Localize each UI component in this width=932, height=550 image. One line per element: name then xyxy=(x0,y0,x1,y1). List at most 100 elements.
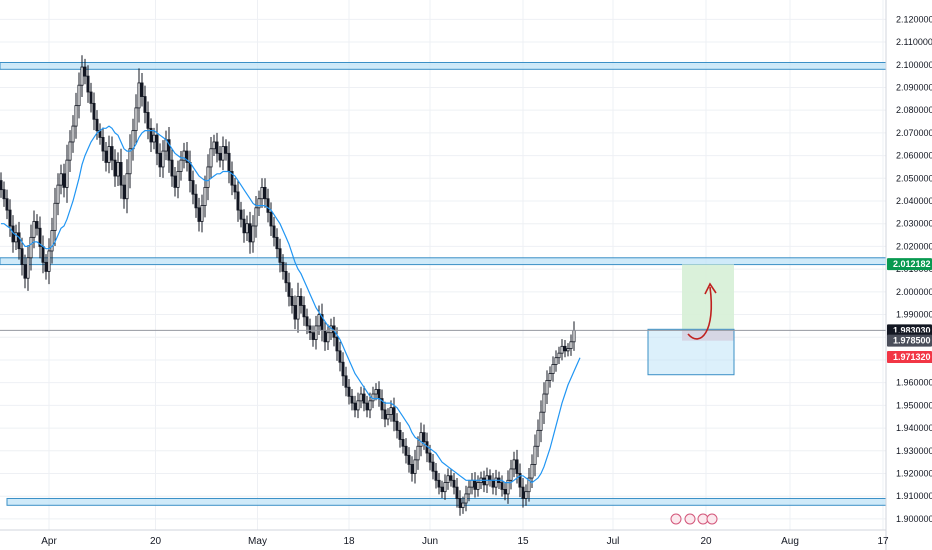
candle-body xyxy=(524,491,528,499)
position-box[interactable] xyxy=(647,264,735,376)
candle-body xyxy=(119,162,123,186)
candle-body xyxy=(419,432,423,447)
event-marker[interactable] xyxy=(684,513,696,525)
target-area[interactable] xyxy=(682,264,734,330)
candle-body xyxy=(563,345,567,352)
candle-body xyxy=(122,184,126,200)
candle-body xyxy=(215,141,219,154)
candle-body xyxy=(386,414,390,420)
candle-body xyxy=(458,498,462,508)
candle-body xyxy=(14,232,18,243)
candle-body xyxy=(530,464,534,479)
time-tick-label: Aug xyxy=(781,536,799,547)
candle-body xyxy=(203,186,207,206)
candle-body xyxy=(317,314,321,327)
zone-rect[interactable] xyxy=(0,257,887,266)
time-tick-label: Jun xyxy=(422,536,438,547)
candle-body xyxy=(380,398,384,411)
up-arrow-annotation xyxy=(687,282,717,340)
candle-body xyxy=(173,175,177,188)
candle-body xyxy=(449,475,453,481)
candle-body xyxy=(107,146,111,163)
candle-body xyxy=(335,336,339,352)
candle-body xyxy=(443,482,447,493)
candle-body xyxy=(503,488,507,495)
candle-body xyxy=(326,332,330,343)
price-tag: 2.012182 xyxy=(887,258,932,271)
price-tick-label: 1.990000 xyxy=(896,310,932,320)
candle-body xyxy=(0,180,3,191)
zone-rect[interactable] xyxy=(0,61,887,70)
price-tag-label: 1.971320 xyxy=(893,352,931,362)
candle-body xyxy=(137,82,141,109)
candle-body xyxy=(545,380,549,395)
candles xyxy=(0,55,576,516)
candle-body xyxy=(323,330,327,343)
price-tick-label: 1.940000 xyxy=(896,423,932,433)
candle-body xyxy=(89,91,93,104)
candle-body xyxy=(500,482,504,490)
price-tick-label: 1.920000 xyxy=(896,469,932,479)
candle-body xyxy=(209,148,213,168)
candle-body xyxy=(275,236,279,250)
candle-body xyxy=(23,264,27,279)
candle-body xyxy=(197,207,201,222)
candle-body xyxy=(533,445,537,465)
candle-body xyxy=(218,152,222,161)
candle-body xyxy=(521,486,525,499)
candle-body xyxy=(80,66,84,86)
candle-body xyxy=(476,482,480,490)
candle-body xyxy=(131,130,135,150)
candle-body xyxy=(539,411,543,431)
candle-body xyxy=(359,393,363,402)
candle-body xyxy=(407,454,411,465)
candle-body xyxy=(65,159,69,188)
candle-body xyxy=(566,348,570,352)
candle-body xyxy=(188,162,192,181)
candle-body xyxy=(434,470,438,481)
time-tick-label: 15 xyxy=(517,536,529,547)
time-tick-label: Apr xyxy=(41,536,57,547)
candle-body xyxy=(236,191,240,211)
candle-body xyxy=(437,479,441,488)
candle-body xyxy=(554,357,558,365)
candle-body xyxy=(263,186,267,200)
candle-body xyxy=(494,477,498,488)
time-axis[interactable]: 16Apr20May18Jun15Jul20Aug17Sep14 xyxy=(0,536,932,547)
candle-body xyxy=(365,402,369,411)
candle-body xyxy=(95,118,99,132)
candle-body xyxy=(59,173,63,186)
event-marker[interactable] xyxy=(670,513,682,525)
candle-body xyxy=(542,393,546,413)
candle-body xyxy=(353,402,357,411)
candle-body xyxy=(383,409,387,420)
price-tick-label: 2.000000 xyxy=(896,287,932,297)
candle-body xyxy=(71,125,75,143)
candle-body xyxy=(368,400,372,411)
zone-rect[interactable] xyxy=(6,497,887,506)
candle-body xyxy=(293,305,297,320)
candle-body xyxy=(557,352,561,359)
candle-body xyxy=(239,209,243,220)
candle-body xyxy=(251,225,255,243)
candle-body xyxy=(272,225,276,238)
candle-body xyxy=(254,207,258,227)
candle-body xyxy=(395,420,399,431)
candle-body xyxy=(134,107,138,132)
candle-body xyxy=(170,159,174,177)
time-tick-label: 18 xyxy=(343,536,355,547)
candle-body xyxy=(428,452,432,463)
candle-body xyxy=(470,479,474,488)
candle-body xyxy=(518,473,522,488)
candle-body xyxy=(140,82,144,97)
arrow-head xyxy=(704,282,717,295)
candle-body xyxy=(116,162,120,177)
event-markers[interactable] xyxy=(670,513,718,525)
event-marker[interactable] xyxy=(706,513,718,525)
candle-body xyxy=(182,150,186,161)
candle-body xyxy=(212,141,216,150)
candle-body xyxy=(179,159,183,172)
candle-body xyxy=(155,134,159,154)
candle-body xyxy=(17,232,21,250)
